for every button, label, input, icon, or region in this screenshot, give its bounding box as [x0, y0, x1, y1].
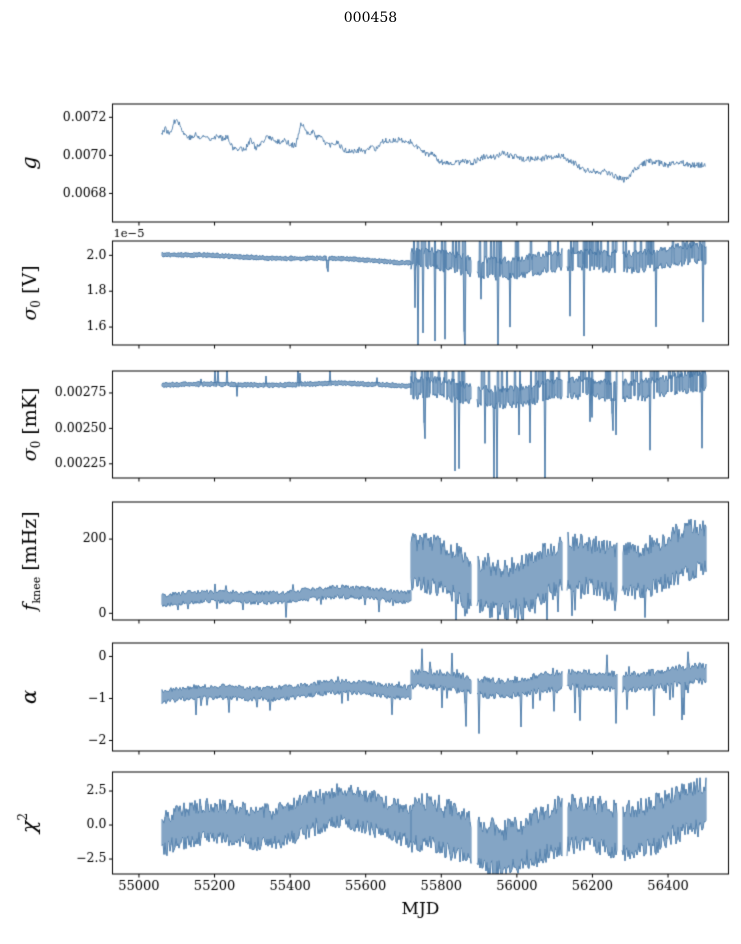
multi-panel-timeseries-plot: [0, 0, 741, 944]
figure-root: 000458: [0, 0, 741, 944]
